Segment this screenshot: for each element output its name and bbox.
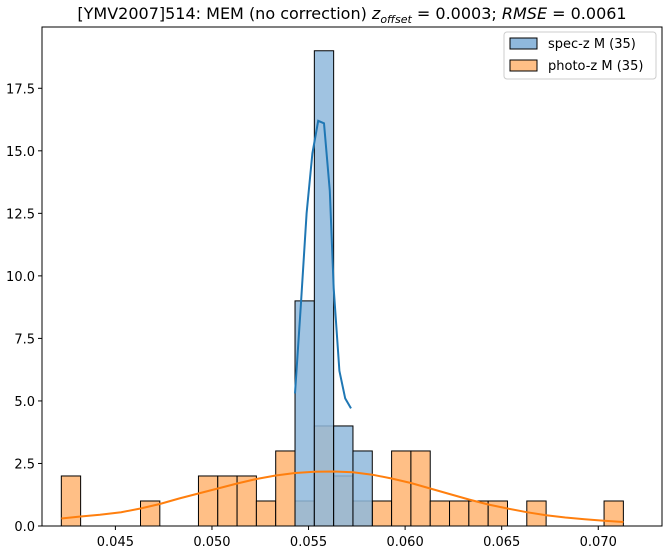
y-tick-label: 10.0 bbox=[6, 270, 35, 285]
title-rmse-value: = 0.0061 bbox=[547, 4, 627, 23]
x-tick-label: 0.045 bbox=[97, 535, 134, 550]
title-rmse: RMSE bbox=[502, 4, 548, 23]
legend-box bbox=[503, 31, 657, 80]
photo-z-bar-17 bbox=[391, 450, 412, 527]
legend-label-spec-z: spec-z M (35) bbox=[548, 37, 636, 52]
photo-z-bar-10 bbox=[255, 500, 277, 527]
legend-swatch-photo-z bbox=[509, 59, 538, 72]
photo-z-kde-line bbox=[61, 470, 624, 523]
y-tick-label: 17.5 bbox=[6, 82, 35, 97]
chart-title: [YMV2007]514: MEM (no correction) zoffse… bbox=[77, 4, 626, 26]
y-tick-label: 2.5 bbox=[14, 457, 35, 472]
kde-layer bbox=[61, 119, 624, 523]
y-axis: 0.0 2.5 5.0 7.5 10.0 12.5 15.0 17.5 bbox=[6, 82, 42, 535]
spec-z-kde-line bbox=[294, 119, 352, 409]
spec-z-bar-3 bbox=[352, 450, 373, 527]
bars-layer bbox=[60, 50, 624, 527]
y-tick-label: 0.0 bbox=[14, 520, 35, 535]
title-offset-subscript: offset bbox=[380, 13, 412, 26]
photo-z-bar-11 bbox=[275, 450, 296, 527]
photo-z-bar-16 bbox=[371, 500, 393, 527]
legend-swatch-spec-z bbox=[509, 37, 538, 50]
x-tick-label: 0.050 bbox=[193, 535, 230, 550]
photo-z-bar-19 bbox=[429, 500, 451, 527]
y-tick-label: 5.0 bbox=[14, 395, 35, 410]
photo-z-bar-7 bbox=[197, 475, 219, 527]
x-tick-label: 0.060 bbox=[387, 535, 424, 550]
x-tick-label: 0.065 bbox=[483, 535, 520, 550]
x-tick-label: 0.070 bbox=[580, 535, 617, 550]
y-tick-label: 15.0 bbox=[6, 145, 35, 160]
photo-z-bar-20 bbox=[449, 500, 470, 527]
title-offset-value: = 0.0003; bbox=[412, 4, 502, 23]
title-prefix: [YMV2007]514: MEM (no correction) bbox=[77, 4, 372, 23]
x-tick-label: 0.055 bbox=[290, 535, 327, 550]
legend: spec-z M (35) photo-z M (35) bbox=[503, 31, 657, 80]
plot-frame bbox=[41, 26, 663, 527]
legend-label-photo-z: photo-z M (35) bbox=[548, 59, 643, 74]
y-tick-label: 12.5 bbox=[6, 207, 35, 222]
x-axis: 0.045 0.050 0.055 0.060 0.065 0.070 bbox=[97, 526, 617, 550]
y-tick-label: 7.5 bbox=[14, 332, 35, 347]
spec-z-bar-2 bbox=[333, 425, 354, 527]
title-z: z bbox=[371, 4, 381, 23]
